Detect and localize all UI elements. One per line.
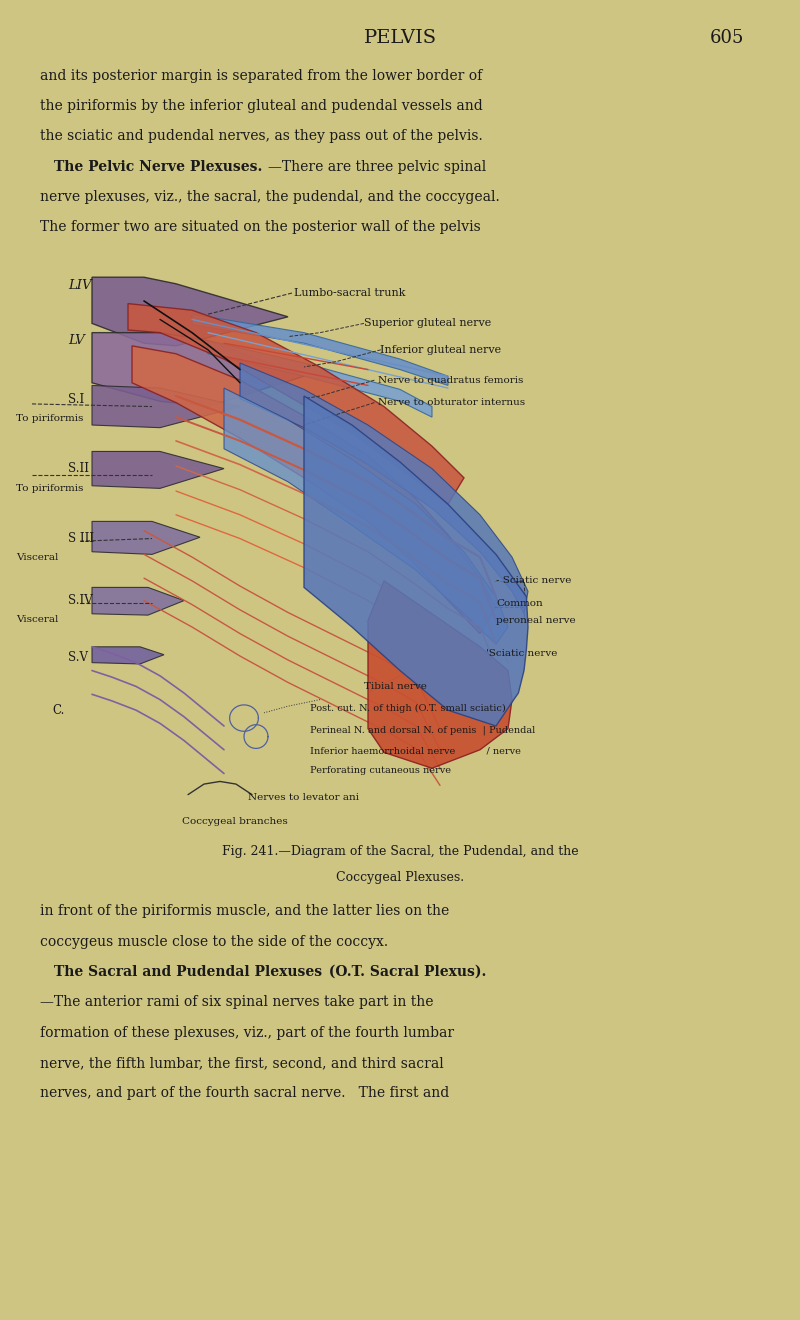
Text: The former two are situated on the posterior wall of the pelvis: The former two are situated on the poste… <box>40 220 481 235</box>
Text: LV: LV <box>68 334 85 347</box>
Polygon shape <box>224 388 508 644</box>
Text: Fig. 241.—Diagram of the Sacral, the Pudendal, and the: Fig. 241.—Diagram of the Sacral, the Pud… <box>222 845 578 858</box>
Text: Coccygeal branches: Coccygeal branches <box>182 817 288 825</box>
Text: To piriformis: To piriformis <box>16 414 83 422</box>
Text: Perineal N. and dorsal N. of penis  | Pudendal: Perineal N. and dorsal N. of penis | Pud… <box>310 725 536 735</box>
Polygon shape <box>132 346 496 634</box>
Polygon shape <box>92 647 164 664</box>
Polygon shape <box>92 587 184 615</box>
Text: Inferior haemorrhoidal nerve          / nerve: Inferior haemorrhoidal nerve / nerve <box>310 747 522 755</box>
Text: Nerve to quadratus femoris: Nerve to quadratus femoris <box>378 376 523 384</box>
Text: Visceral: Visceral <box>16 615 58 623</box>
Text: coccygeus muscle close to the side of the coccyx.: coccygeus muscle close to the side of th… <box>40 935 388 949</box>
Polygon shape <box>368 581 512 768</box>
Text: Nerve to obturator internus: Nerve to obturator internus <box>378 399 525 407</box>
Polygon shape <box>240 363 528 614</box>
Text: Nerves to levator ani: Nerves to levator ani <box>248 793 359 801</box>
Text: the sciatic and pudendal nerves, as they pass out of the pelvis.: the sciatic and pudendal nerves, as they… <box>40 129 482 144</box>
Text: PELVIS: PELVIS <box>363 29 437 48</box>
Text: Common: Common <box>496 599 542 607</box>
Text: —The anterior rami of six spinal nerves take part in the: —The anterior rami of six spinal nerves … <box>40 995 434 1010</box>
Text: the piriformis by the inferior gluteal and pudendal vessels and: the piriformis by the inferior gluteal a… <box>40 99 482 114</box>
Text: The Pelvic Nerve Plexuses.: The Pelvic Nerve Plexuses. <box>54 160 262 174</box>
Text: 605: 605 <box>710 29 744 48</box>
Text: Superior gluteal nerve: Superior gluteal nerve <box>364 318 491 329</box>
Text: (O.T. Sacral Plexus).: (O.T. Sacral Plexus). <box>324 965 486 979</box>
Text: C.: C. <box>52 704 64 717</box>
Text: S.II: S.II <box>68 462 89 475</box>
Polygon shape <box>92 521 200 554</box>
Text: peroneal nerve: peroneal nerve <box>496 616 576 624</box>
Text: S.V: S.V <box>68 651 88 664</box>
Polygon shape <box>304 396 528 726</box>
Text: S III: S III <box>68 532 94 545</box>
Text: The Sacral and Pudendal Plexuses: The Sacral and Pudendal Plexuses <box>54 965 322 979</box>
Text: formation of these plexuses, viz., part of the fourth lumbar: formation of these plexuses, viz., part … <box>40 1026 454 1040</box>
Text: —There are three pelvic spinal: —There are three pelvic spinal <box>268 160 486 174</box>
Text: nerve, the fifth lumbar, the first, second, and third sacral: nerve, the fifth lumbar, the first, seco… <box>40 1056 444 1071</box>
Polygon shape <box>92 333 304 407</box>
Text: To piriformis: To piriformis <box>16 484 83 492</box>
Text: - Sciatic nerve: - Sciatic nerve <box>496 577 571 585</box>
Text: LIV: LIV <box>68 279 92 292</box>
Text: Visceral: Visceral <box>16 553 58 561</box>
Polygon shape <box>128 304 464 504</box>
Text: Lumbo-sacral trunk: Lumbo-sacral trunk <box>294 288 406 298</box>
Polygon shape <box>92 385 240 428</box>
Polygon shape <box>192 314 448 385</box>
Text: Coccygeal Plexuses.: Coccygeal Plexuses. <box>336 871 464 884</box>
Text: S.I: S.I <box>68 393 84 407</box>
Text: S.IV: S.IV <box>68 594 93 607</box>
Text: in front of the piriformis muscle, and the latter lies on the: in front of the piriformis muscle, and t… <box>40 904 450 919</box>
Text: Perforating cutaneous nerve: Perforating cutaneous nerve <box>310 767 451 775</box>
Text: 'Sciatic nerve: 'Sciatic nerve <box>486 649 558 657</box>
Polygon shape <box>92 277 288 346</box>
Text: Post. cut. N. of thigh (O.T. small sciatic): Post. cut. N. of thigh (O.T. small sciat… <box>310 705 506 713</box>
Polygon shape <box>92 451 224 488</box>
Text: Inferior gluteal nerve: Inferior gluteal nerve <box>380 345 501 355</box>
Text: nerves, and part of the fourth sacral nerve.   The first and: nerves, and part of the fourth sacral ne… <box>40 1086 450 1101</box>
Polygon shape <box>208 341 432 417</box>
Text: and its posterior margin is separated from the lower border of: and its posterior margin is separated fr… <box>40 69 482 83</box>
Text: Tibial nerve: Tibial nerve <box>364 682 427 690</box>
Text: nerve plexuses, viz., the sacral, the pudendal, and the coccygeal.: nerve plexuses, viz., the sacral, the pu… <box>40 190 500 205</box>
